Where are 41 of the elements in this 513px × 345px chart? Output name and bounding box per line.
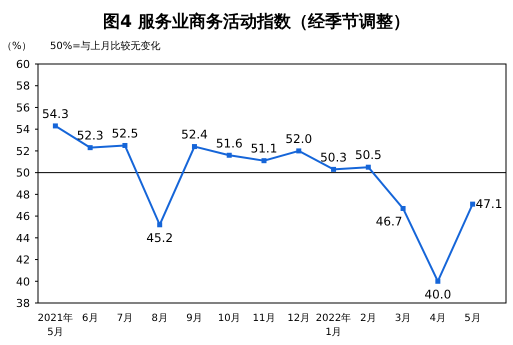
text: 47.1 <box>476 197 502 212</box>
text: 51.1 <box>250 142 278 156</box>
text: 51.6 <box>216 136 243 150</box>
x-tick-label: 3月 <box>394 313 412 324</box>
x-tick-label: 12月 <box>287 313 310 324</box>
text: 52.0 <box>285 132 312 146</box>
text: 52.3 <box>76 128 104 143</box>
text: 52.4 <box>181 128 208 142</box>
y-tick-label: 56 <box>16 101 30 114</box>
x-tick-label: 7月 <box>116 313 134 324</box>
text: 40.0 <box>424 287 452 302</box>
text: 50.3 <box>320 150 347 164</box>
x-tick-label: 2021年 5月 <box>38 312 74 338</box>
y-tick-label: 40 <box>16 275 30 288</box>
x-tick-label: 2022年 1月 <box>316 312 352 338</box>
y-tick-label: 38 <box>16 297 30 310</box>
text: 50.5 <box>354 148 382 162</box>
x-tick-label: 4月 <box>430 313 446 324</box>
text: 50%=与上月比较无变化 <box>50 40 161 52</box>
y-tick-label: 48 <box>16 188 30 202</box>
y-axis-title: （%） <box>2 41 32 52</box>
text: 54.3 <box>42 106 69 121</box>
x-tick-label: 11月 <box>252 313 276 324</box>
y-tick-label: 54 <box>16 123 30 136</box>
y-tick-label: 44 <box>16 232 30 245</box>
text: 52.5 <box>112 126 138 140</box>
x-tick-label: 10月 <box>218 313 241 324</box>
y-tick-label: 58 <box>16 80 30 93</box>
x-tick-label: 2月 <box>360 313 376 324</box>
x-tick-label: 9月 <box>186 313 203 324</box>
text: 46.7 <box>376 214 402 228</box>
y-tick-label: 46 <box>16 210 30 224</box>
x-tick-label: 8月 <box>152 313 168 324</box>
x-tick-label: 5月 <box>464 313 481 324</box>
chart-title: 图4 服务业商务活动指数（经季节调整） <box>103 12 410 32</box>
x-tick-label: 6月 <box>82 313 98 324</box>
y-tick-label: 52 <box>16 144 30 158</box>
text: 45.2 <box>146 230 174 245</box>
y-tick-label: 42 <box>16 254 30 267</box>
y-tick-label: 50 <box>16 166 30 180</box>
y-tick-label: 60 <box>16 58 30 71</box>
